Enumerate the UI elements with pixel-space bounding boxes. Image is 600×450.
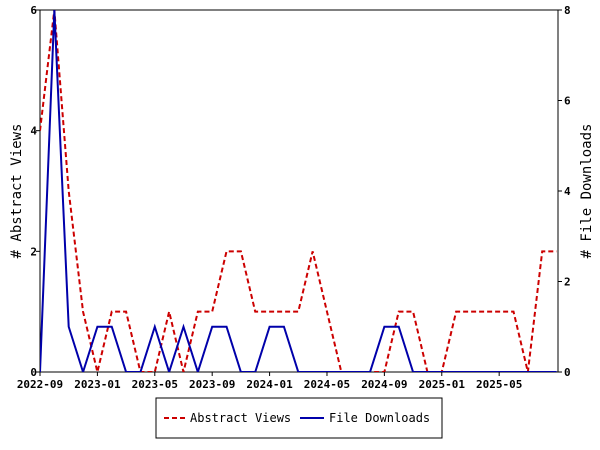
left-y-axis-ticks: 0 2 4 6: [30, 4, 40, 379]
x-tick-label: 2022-09: [17, 378, 63, 391]
x-tick-label: 2024-05: [304, 378, 350, 391]
left-y-tick-label: 4: [30, 125, 37, 138]
left-y-axis-label: # Abstract Views: [9, 124, 25, 259]
x-axis-ticks: 2022-09 2023-01 2023-05 2023-09 2024-01 2024-…: [17, 372, 522, 391]
legend: Abstract Views File Downloads: [155, 397, 443, 439]
left-y-tick-label: 2: [30, 245, 37, 258]
series-lines: [40, 10, 557, 372]
plot-area: [39, 9, 559, 373]
x-tick-label: 2024-09: [361, 378, 407, 391]
right-y-tick-label: 0: [564, 366, 571, 379]
right-y-tick-label: 4: [564, 185, 571, 198]
left-y-tick-label: 6: [30, 4, 37, 17]
left-y-tick-label: 0: [30, 366, 37, 379]
x-tick-label: 2023-05: [132, 378, 178, 391]
legend-box: [155, 397, 443, 439]
right-y-tick-label: 8: [564, 4, 571, 17]
right-y-tick-label: 6: [564, 95, 571, 108]
right-y-axis-label: # File Downloads: [579, 124, 595, 259]
legend-label-file-downloads: File Downloads: [329, 411, 430, 425]
x-tick-label: 2024-01: [246, 378, 293, 391]
series-line-abstract-views: [40, 10, 557, 372]
right-y-axis-ticks: 0 2 4 6 8: [558, 4, 571, 379]
x-tick-label: 2025-01: [419, 378, 466, 391]
legend-label-abstract-views: Abstract Views: [190, 411, 291, 425]
x-tick-label: 2023-01: [74, 378, 121, 391]
x-tick-label: 2025-05: [476, 378, 522, 391]
right-y-tick-label: 2: [564, 276, 571, 289]
x-tick-label: 2023-09: [189, 378, 235, 391]
